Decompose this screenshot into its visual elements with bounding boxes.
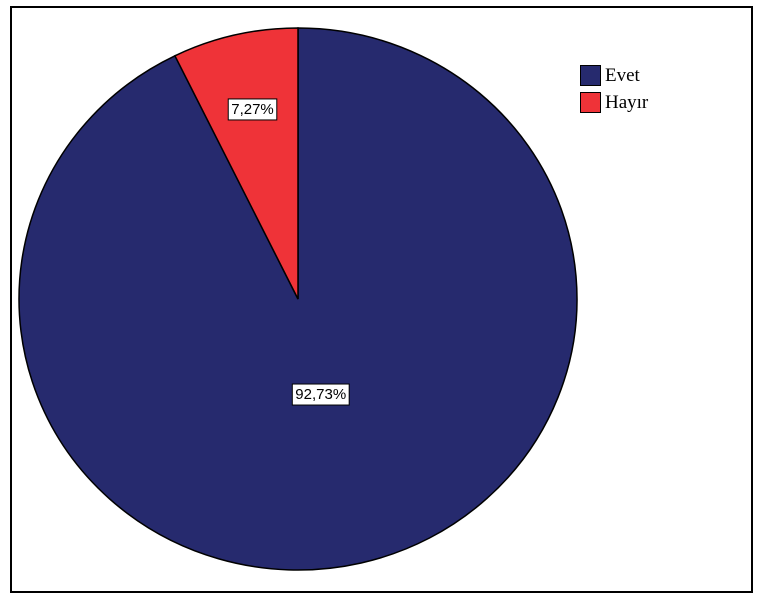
legend: Evet Hayır (580, 62, 648, 116)
data-label-text: 7,27% (231, 101, 274, 118)
pie-data-labels: 92,73% 7,27% (227, 98, 350, 406)
legend-swatch-hayir (580, 92, 601, 113)
pie-slices (18, 27, 578, 571)
legend-swatch-evet (580, 65, 601, 86)
legend-label-evet: Evet (605, 64, 640, 86)
data-label-text: 92,73% (295, 386, 346, 403)
legend-item-hayir: Hayır (580, 89, 648, 116)
data-label-evet: 92,73% (291, 383, 350, 406)
data-label-hayr: 7,27% (227, 98, 278, 121)
data-label-box (291, 383, 350, 406)
legend-item-evet: Evet (580, 62, 648, 89)
data-label-box (227, 98, 278, 121)
legend-label-hayir: Hayır (605, 91, 649, 113)
pie-slice-hayr (173, 27, 299, 300)
